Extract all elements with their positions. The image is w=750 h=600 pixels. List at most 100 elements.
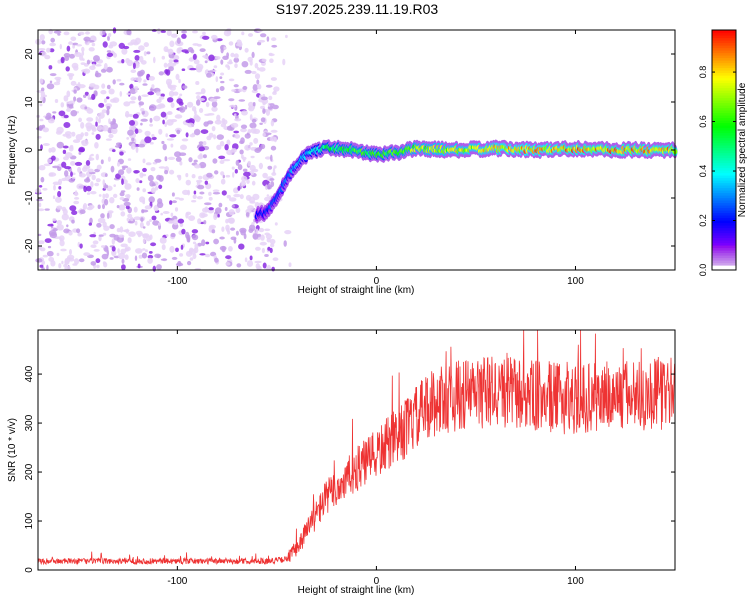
- noise-cell: [102, 179, 106, 186]
- x-tick-label: -100: [167, 276, 187, 287]
- colorbar-cell: [712, 217, 736, 221]
- colorbar-cell: [712, 60, 736, 64]
- noise-cell: [247, 56, 253, 63]
- noise-cell: [251, 180, 256, 186]
- noise-cell: [154, 253, 162, 258]
- noise-cell: [80, 132, 84, 138]
- noise-cell: [142, 158, 146, 164]
- noise-cell: [146, 51, 151, 55]
- noise-cell: [142, 248, 146, 251]
- noise-cell: [219, 76, 223, 79]
- noise-cell: [44, 238, 52, 244]
- noise-cell: [75, 83, 81, 87]
- noise-cell: [125, 194, 131, 199]
- noise-cell: [35, 258, 43, 263]
- noise-cell: [260, 96, 268, 101]
- noise-cell: [93, 249, 100, 252]
- noise-cell: [118, 204, 126, 211]
- noise-cell: [166, 138, 174, 141]
- colorbar-cell: [712, 237, 736, 241]
- noise-cell: [185, 250, 193, 257]
- noise-cell: [83, 36, 91, 42]
- noise-cell: [223, 29, 232, 37]
- noise-cell: [156, 201, 164, 209]
- noise-cell: [121, 178, 124, 185]
- noise-cell: [132, 113, 139, 119]
- noise-cell: [126, 92, 131, 96]
- noise-cell: [248, 33, 253, 37]
- noise-cell: [176, 129, 181, 135]
- noise-cell: [181, 33, 187, 39]
- noise-cell: [141, 94, 149, 97]
- noise-cell: [248, 228, 254, 234]
- noise-cell: [40, 51, 47, 57]
- noise-cell: [150, 167, 156, 172]
- noise-cell: [145, 249, 148, 253]
- colorbar-cell: [712, 240, 736, 244]
- noise-cell: [254, 62, 259, 69]
- noise-cell: [265, 109, 270, 116]
- noise-cell: [176, 47, 182, 54]
- noise-cell: [107, 210, 114, 214]
- noise-cell: [101, 83, 106, 89]
- noise-cell: [105, 138, 112, 141]
- noise-cell: [262, 101, 266, 106]
- noise-cell: [95, 258, 101, 264]
- noise-cell: [68, 230, 73, 236]
- snr-y-label: SNR (10 * v/v): [7, 418, 18, 482]
- noise-cell: [88, 157, 95, 161]
- noise-cell: [135, 146, 139, 153]
- noise-cell: [62, 149, 67, 154]
- noise-cell: [57, 190, 62, 198]
- colorbar-cell: [712, 235, 736, 239]
- noise-cell: [143, 42, 149, 48]
- noise-cell: [177, 175, 182, 181]
- noise-cell: [180, 144, 187, 151]
- noise-cell: [162, 211, 170, 214]
- noise-cell: [249, 201, 256, 204]
- noise-cell: [197, 218, 202, 225]
- noise-cell: [168, 59, 174, 63]
- noise-cell: [234, 53, 239, 59]
- noise-cell: [72, 44, 75, 49]
- noise-cell: [197, 242, 203, 247]
- noise-cell: [78, 117, 82, 123]
- colorbar-cell: [712, 147, 736, 151]
- colorbar-cell: [712, 122, 736, 126]
- noise-cell: [258, 162, 263, 170]
- noise-cell: [101, 253, 109, 260]
- noise-cell: [204, 60, 208, 64]
- noise-cell: [218, 155, 226, 160]
- colorbar-gradient: [712, 30, 736, 271]
- noise-cell: [138, 143, 146, 148]
- noise-cell: [48, 65, 53, 70]
- noise-cell: [185, 179, 191, 186]
- noise-cell: [52, 195, 56, 199]
- colorbar-cell: [712, 267, 736, 271]
- noise-cell: [95, 116, 99, 122]
- noise-cell: [153, 56, 156, 64]
- noise-cell: [167, 156, 176, 160]
- noise-cell: [100, 68, 107, 73]
- noise-cell: [191, 234, 199, 241]
- noise-cell: [109, 197, 115, 204]
- noise-cell: [48, 230, 57, 237]
- noise-cell: [259, 241, 267, 246]
- noise-cell: [191, 174, 196, 179]
- noise-cell: [179, 161, 183, 166]
- noise-cell: [213, 96, 221, 99]
- noise-cell: [73, 89, 77, 94]
- noise-cell: [70, 36, 77, 42]
- noise-cell: [158, 128, 163, 135]
- noise-cell: [205, 241, 210, 245]
- noise-cell: [163, 62, 168, 68]
- noise-cell: [221, 118, 226, 124]
- noise-cell: [191, 200, 197, 203]
- noise-cell: [38, 240, 45, 245]
- noise-cell: [260, 33, 267, 38]
- colorbar-cell: [712, 155, 736, 159]
- colorbar-cell: [712, 77, 736, 81]
- noise-cell: [191, 229, 199, 234]
- noise-cell: [127, 220, 133, 224]
- noise-cell: [251, 51, 255, 59]
